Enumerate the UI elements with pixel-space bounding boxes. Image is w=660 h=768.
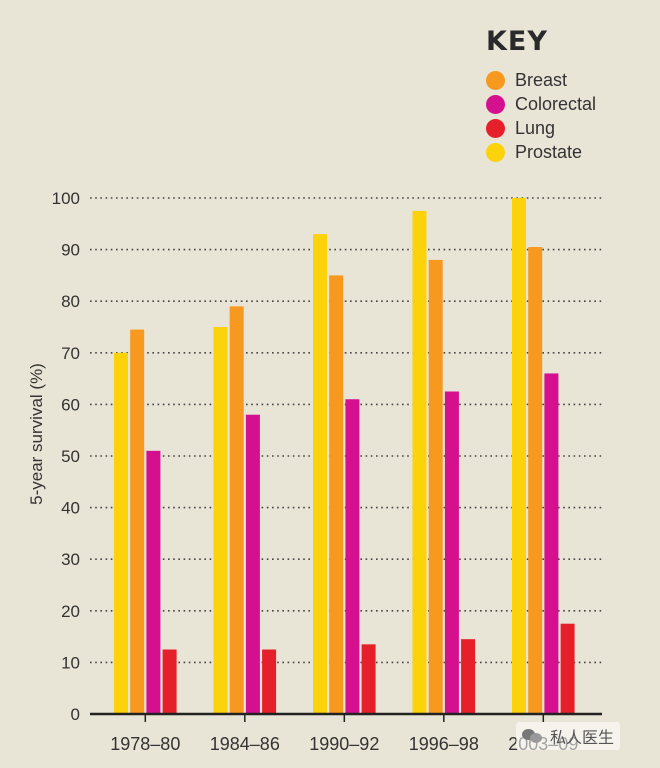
x-tick-label: 1996–98	[409, 734, 479, 754]
x-tick-label: 1978–80	[110, 734, 180, 754]
legend-item-prostate: Prostate	[486, 140, 596, 164]
legend-swatch-breast	[486, 70, 505, 90]
bar-lung-2	[361, 644, 376, 714]
bar-breast-1	[229, 306, 244, 714]
bar-breast-0	[130, 329, 145, 714]
x-tick-label: 1984–86	[210, 734, 280, 754]
bar-lung-4	[560, 623, 575, 714]
bar-colorectal-4	[544, 373, 559, 714]
y-tick-labels: 0 10 20 30 40 50 60 70 80 90 100	[52, 189, 80, 724]
y-axis-label: 5-year survival (%)	[27, 363, 46, 505]
y-tick-label: 40	[61, 499, 80, 518]
legend-swatch-prostate	[486, 142, 505, 162]
y-tick-label: 50	[61, 447, 80, 466]
y-tick-label: 20	[61, 602, 80, 621]
legend-item-lung: Lung	[486, 116, 596, 140]
y-tick-label: 0	[71, 705, 80, 724]
legend-item-breast: Breast	[486, 68, 596, 92]
y-tick-label: 90	[61, 241, 80, 260]
bar-breast-2	[329, 275, 344, 714]
bar-breast-3	[428, 259, 443, 714]
bar-colorectal-1	[245, 414, 260, 714]
bar-prostate-0	[114, 352, 128, 714]
bar-lung-3	[461, 639, 476, 714]
watermark: 私人医生	[516, 722, 621, 750]
bar-lung-1	[262, 649, 277, 714]
y-tick-label: 10	[61, 653, 80, 672]
legend-label-colorectal: Colorectal	[515, 93, 597, 114]
bar-lung-0	[162, 649, 177, 714]
legend-item-colorectal: Colorectal	[486, 92, 596, 116]
y-tick-label: 70	[61, 344, 80, 363]
bar-prostate-2	[313, 234, 327, 714]
legend-label-breast: Breast	[515, 69, 568, 90]
bar-colorectal-3	[444, 391, 459, 714]
y-tick-label: 30	[61, 550, 80, 569]
legend: Breast Colorectal Lung Prostate	[486, 68, 596, 164]
bar-colorectal-0	[146, 450, 161, 714]
bar-breast-4	[528, 247, 543, 714]
watermark-text: 私人医生	[550, 730, 615, 747]
y-tick-label: 80	[61, 292, 80, 311]
bar-colorectal-2	[345, 399, 360, 714]
y-tick-label: 100	[52, 189, 80, 208]
x-tick-label: 1990–92	[309, 734, 379, 754]
legend-swatch-colorectal	[486, 94, 505, 114]
legend-title: KEY	[486, 26, 548, 57]
bar-prostate-3	[412, 210, 427, 714]
bar-prostate-4	[512, 198, 526, 714]
bar-prostate-1	[213, 327, 228, 714]
legend-label-lung: Lung	[515, 117, 556, 138]
legend-label-prostate: Prostate	[515, 141, 583, 162]
legend-swatch-lung	[486, 118, 505, 138]
wechat-icon	[522, 728, 544, 744]
y-tick-label: 60	[61, 395, 80, 414]
bars	[114, 198, 575, 714]
